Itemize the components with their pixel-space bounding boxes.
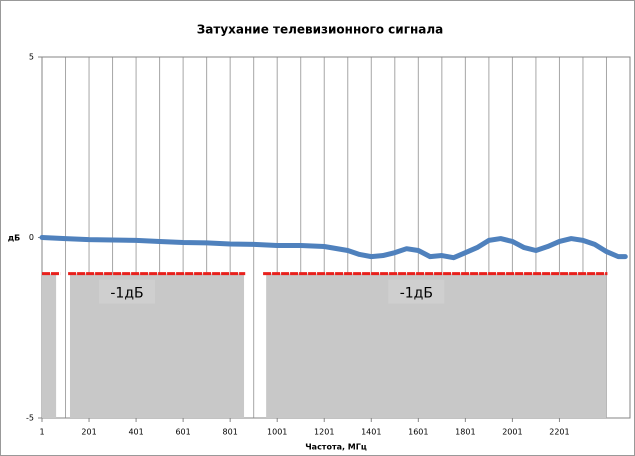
band-label-box	[99, 279, 156, 304]
x-tick-label: 1001	[267, 428, 287, 437]
x-tick-label: 801	[223, 428, 238, 437]
x-axis-label: Частота, МГц	[305, 443, 367, 452]
x-tick-label: 2001	[502, 428, 522, 437]
x-tick-label: 2201	[549, 428, 569, 437]
chart-title: Затухание телевизионного сигнала	[197, 23, 444, 37]
band-label: -1дБ	[400, 286, 433, 302]
x-tick-label: 1601	[408, 428, 428, 437]
band	[42, 273, 57, 418]
y-tick-label: 5	[29, 53, 34, 62]
band-label-box	[388, 279, 445, 304]
x-tick-label: 1801	[455, 428, 475, 437]
x-tick-label: 601	[175, 428, 190, 437]
band	[69, 273, 245, 418]
x-tick-label: 201	[81, 428, 96, 437]
x-tick-label: 1	[39, 428, 44, 437]
y-axis-label: дБ	[8, 234, 21, 243]
band-label: -1дБ	[110, 286, 143, 302]
y-tick-label: -5	[26, 414, 34, 423]
x-tick-label: 401	[128, 428, 143, 437]
y-tick-label: 0	[29, 233, 34, 242]
x-tick-label: 1201	[314, 428, 334, 437]
data-line	[39, 235, 628, 261]
x-tick-label: 1401	[361, 428, 381, 437]
